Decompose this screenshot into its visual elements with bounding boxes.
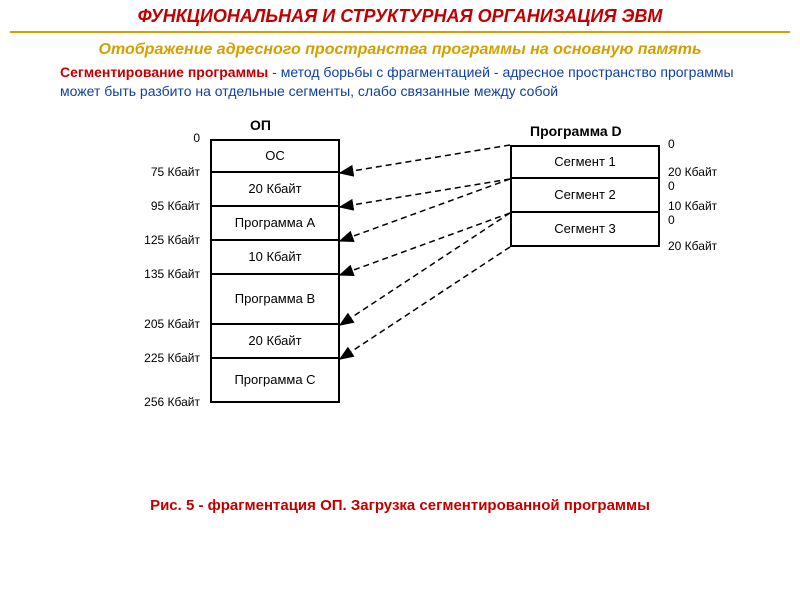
divider (10, 31, 790, 33)
segment-address-label: 0 (668, 179, 758, 193)
figure-caption: Рис. 5 - фрагментация ОП. Загрузка сегме… (0, 489, 800, 522)
op-block: ОС (210, 139, 340, 173)
segment-address-label: 0 (668, 213, 758, 227)
op-address-label: 135 Кбайт (110, 267, 200, 281)
op-block: Программа С (210, 359, 340, 403)
program-segment-block: Сегмент 1 (510, 145, 660, 179)
segment-address-label: 20 Кбайт (668, 239, 758, 253)
program-segment-block: Сегмент 2 (510, 179, 660, 213)
op-block: 20 Кбайт (210, 173, 340, 207)
op-address-label: 95 Кбайт (110, 199, 200, 213)
segment-address-label: 0 (668, 137, 758, 151)
page-subtitle: Отображение адресного пространства прогр… (0, 39, 800, 63)
op-column-label: ОП (250, 117, 271, 133)
description: Сегментирование программы - метод борьбы… (0, 63, 800, 109)
op-block: Программа В (210, 275, 340, 325)
memory-diagram: ОП Программа D ОС20 КбайтПрограмма А10 К… (20, 109, 780, 489)
segment-address-label: 10 Кбайт (668, 199, 758, 213)
page-title: ФУНКЦИОНАЛЬНАЯ И СТРУКТУРНАЯ ОРГАНИЗАЦИЯ… (0, 0, 800, 29)
op-block: Программа А (210, 207, 340, 241)
op-address-label: 256 Кбайт (110, 395, 200, 409)
segment-address-label: 20 Кбайт (668, 165, 758, 179)
op-block: 10 Кбайт (210, 241, 340, 275)
op-address-label: 75 Кбайт (110, 165, 200, 179)
op-address-label: 125 Кбайт (110, 233, 200, 247)
op-address-label: 0 (110, 131, 200, 145)
op-block: 20 Кбайт (210, 325, 340, 359)
op-address-label: 205 Кбайт (110, 317, 200, 331)
description-lead: Сегментирование программы (60, 64, 268, 80)
op-address-label: 225 Кбайт (110, 351, 200, 365)
program-column-label: Программа D (530, 123, 622, 139)
program-segment-block: Сегмент 3 (510, 213, 660, 247)
